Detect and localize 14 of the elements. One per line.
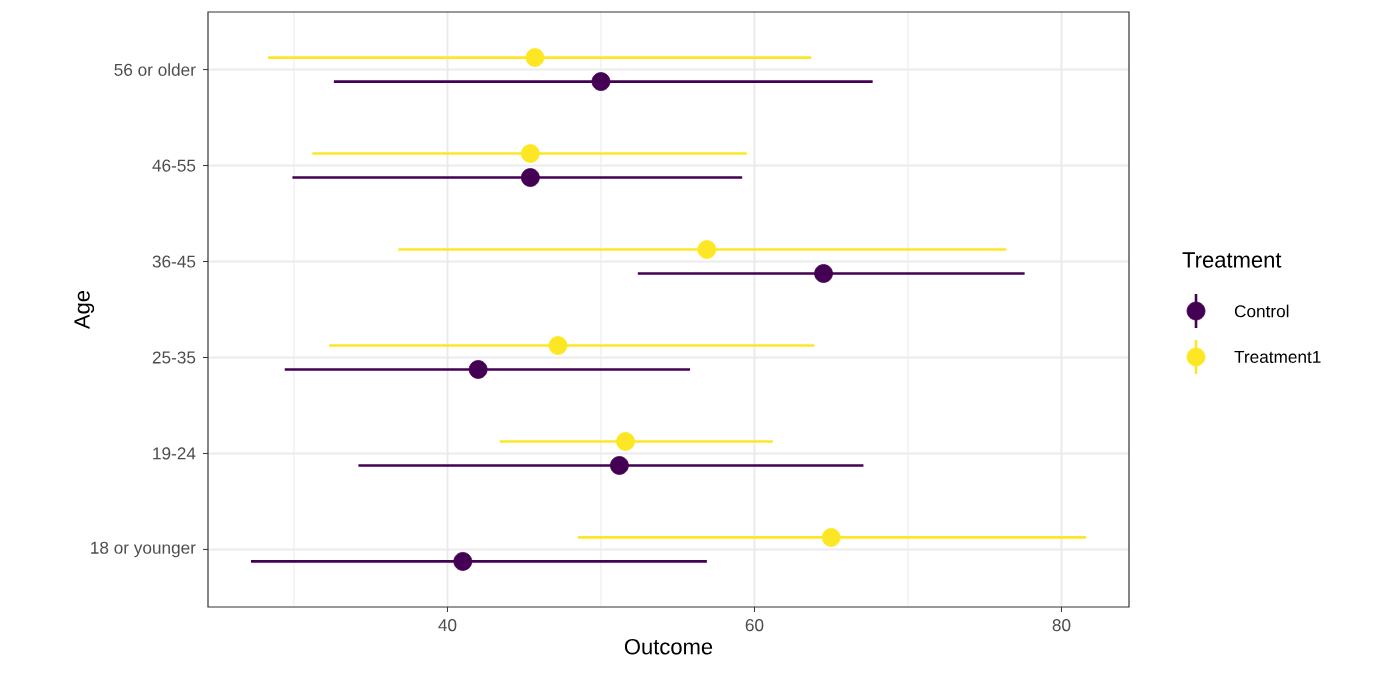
legend-label: Control [1234, 304, 1289, 318]
y-tick-label: 46-55 [152, 159, 196, 172]
x-tick-label: 80 [1052, 619, 1071, 632]
y-tick-label: 18 or younger [91, 541, 196, 558]
legend-title: Treatment [1182, 252, 1282, 268]
x-tick-label: 40 [438, 619, 457, 632]
x-tick-label: 60 [745, 619, 764, 632]
y-tick-label: 56 or older [114, 63, 196, 76]
y-axis-title: Age [74, 290, 95, 330]
y-tick-label: 25-35 [152, 351, 196, 364]
x-axis-title: Outcome [624, 638, 713, 655]
legend-label: Treatment1 [1234, 351, 1321, 363]
y-tick-label: 19-24 [153, 447, 196, 460]
y-tick-label: 36-45 [152, 255, 196, 268]
